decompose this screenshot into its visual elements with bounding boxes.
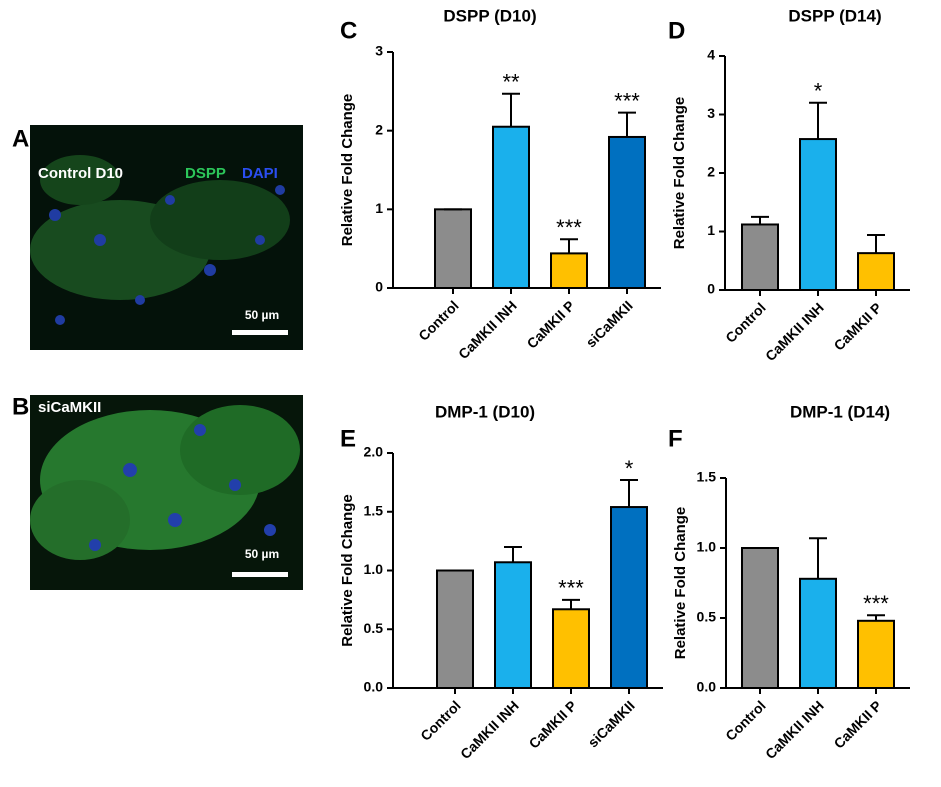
y-tick-label: 1.0 <box>697 539 717 555</box>
x-tick-label: Control <box>415 297 462 344</box>
x-tick-label: CaMKII P <box>526 697 580 751</box>
micrograph-texture <box>30 155 290 325</box>
panel-letter: C <box>340 17 357 44</box>
x-tick-label: Control <box>417 697 464 744</box>
y-tick-label: 1.5 <box>697 469 717 485</box>
bar <box>857 619 895 689</box>
bar <box>857 252 895 292</box>
x-tick-label: CaMKII P <box>831 697 885 751</box>
image-caption: siCaMKII <box>38 399 101 416</box>
y-tick-label: 2 <box>707 164 715 180</box>
scale-label: 50 µm <box>245 308 279 322</box>
bar <box>492 125 530 289</box>
y-tick-label: 1 <box>375 200 383 216</box>
micrograph-texture <box>30 405 300 560</box>
bar <box>610 506 648 689</box>
panel-letter: E <box>340 425 356 452</box>
significance: *** <box>558 576 584 601</box>
chart-title: DSPP (D14) <box>788 6 881 25</box>
bar <box>799 138 837 291</box>
y-tick-label: 3 <box>707 105 715 121</box>
bar <box>434 208 472 289</box>
stain-label: DAPI <box>242 165 278 182</box>
panel-letter: F <box>668 425 683 452</box>
y-tick-label: 4 <box>707 47 715 63</box>
bar <box>436 569 474 689</box>
y-tick-label: 1 <box>707 222 715 238</box>
panel-letter: A <box>12 125 29 152</box>
significance: *** <box>556 215 582 240</box>
bar <box>494 561 532 690</box>
x-tick-label: CaMKII INH <box>762 299 827 364</box>
y-axis-label: Relative Fold Change <box>672 507 689 660</box>
bar <box>552 608 590 690</box>
y-tick-label: 1.0 <box>364 561 384 577</box>
x-tick-label: Control <box>722 697 769 744</box>
x-tick-label: Control <box>722 299 769 346</box>
chart-title: DSPP (D10) <box>443 6 536 25</box>
bar <box>741 223 779 291</box>
x-tick-label: siCaMKII <box>583 297 636 350</box>
y-axis-label: Relative Fold Change <box>339 94 356 247</box>
y-axis-label: Relative Fold Change <box>671 97 688 250</box>
x-tick-label: CaMKII P <box>831 299 885 353</box>
y-tick-label: 0.5 <box>697 609 717 625</box>
bar <box>741 547 779 689</box>
significance: *** <box>614 88 640 113</box>
y-tick-label: 1.5 <box>364 502 384 518</box>
scale-label: 50 µm <box>245 547 279 561</box>
stain-label: DSPP <box>185 165 226 182</box>
significance: ** <box>502 70 520 95</box>
bar <box>799 577 837 689</box>
y-tick-label: 0 <box>375 279 383 295</box>
x-tick-label: CaMKII INH <box>457 697 522 762</box>
chart-title: DMP-1 (D10) <box>435 402 535 421</box>
y-tick-label: 2 <box>375 121 383 137</box>
chart-title: DMP-1 (D14) <box>790 402 890 421</box>
y-tick-label: 0.0 <box>364 679 384 695</box>
significance: * <box>814 79 823 104</box>
bar <box>608 135 646 289</box>
y-tick-label: 0.0 <box>697 679 717 695</box>
y-tick-label: 0 <box>707 281 715 297</box>
panel-letter: B <box>12 393 29 420</box>
significance: * <box>625 456 634 481</box>
x-tick-label: CaMKII P <box>524 297 578 351</box>
significance: *** <box>863 591 889 616</box>
scale-bar <box>232 572 288 577</box>
scale-bar <box>232 330 288 335</box>
x-tick-label: siCaMKII <box>585 697 638 750</box>
x-tick-label: CaMKII INH <box>762 697 827 762</box>
panel-letter: D <box>668 17 685 44</box>
x-tick-label: CaMKII INH <box>455 297 520 362</box>
y-axis-label: Relative Fold Change <box>339 494 356 647</box>
image-caption: Control D10 <box>38 165 123 182</box>
bar <box>550 252 588 290</box>
y-tick-label: 3 <box>375 43 383 59</box>
y-tick-label: 0.5 <box>364 620 384 636</box>
y-tick-label: 2.0 <box>364 444 384 460</box>
